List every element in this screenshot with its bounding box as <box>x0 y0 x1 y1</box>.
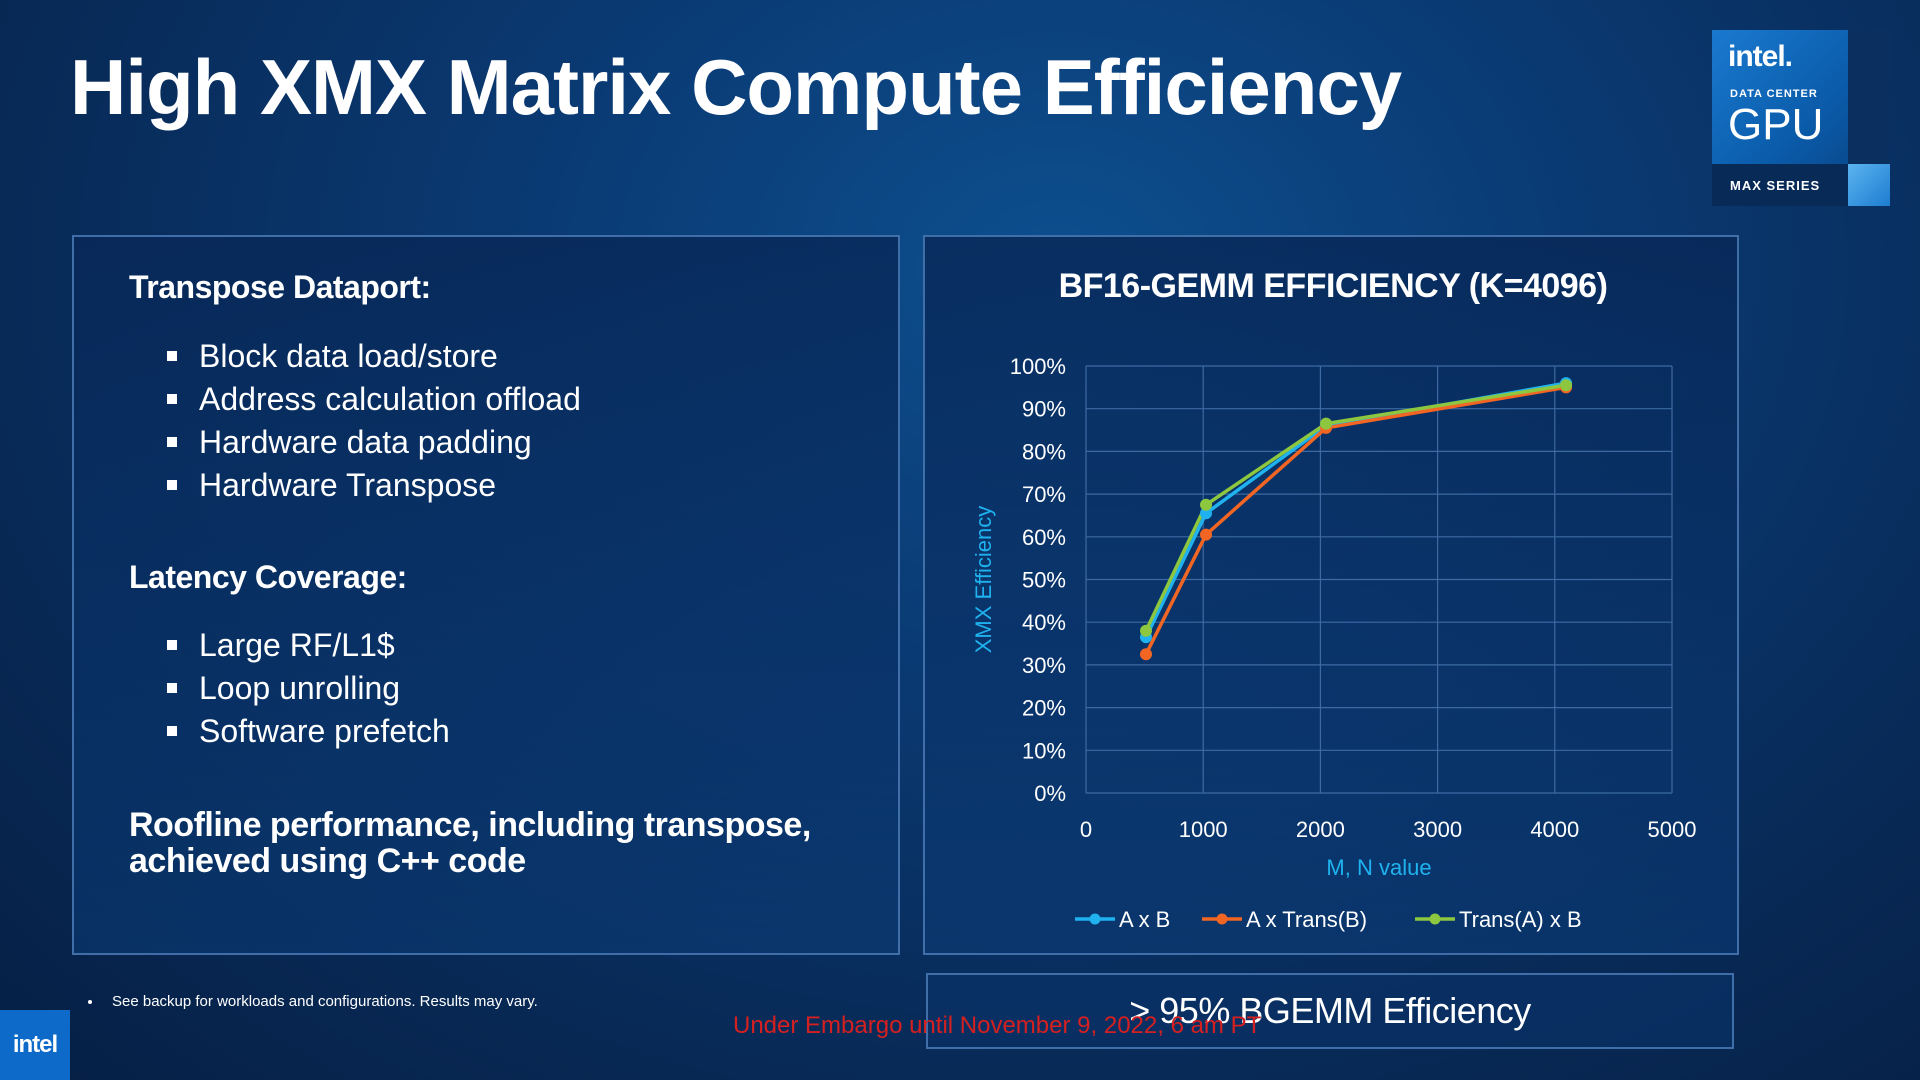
data-point <box>1560 379 1573 392</box>
list-item-text: Hardware Transpose <box>199 467 497 503</box>
data-point <box>1320 417 1333 430</box>
list-item-text: Loop unrolling <box>199 670 401 706</box>
legend-label: A x Trans(B) <box>1246 907 1367 932</box>
embargo-notice: Under Embargo until November 9, 2022, 6 … <box>733 1012 1262 1039</box>
latency-list: Large RF/L1$ Loop unrolling Software pre… <box>167 624 450 753</box>
efficiency-callout: > 95% BGEMM Efficiency <box>926 973 1734 1049</box>
logo-line3: MAX SERIES <box>1730 178 1821 193</box>
data-point <box>1200 498 1213 511</box>
data-point <box>1200 528 1213 541</box>
footnote: See backup for workloads and configurati… <box>88 993 538 1010</box>
y-tick-label: 100% <box>1010 354 1066 379</box>
logo-line2: GPU <box>1728 100 1824 149</box>
intel-gpu-logo: intel. DATA CENTER GPU MAX SERIES <box>1712 30 1890 206</box>
slide-title: High XMX Matrix Compute Efficiency <box>70 43 1402 131</box>
logo-strip <box>1848 30 1890 164</box>
roofline-statement: Roofline performance, including transpos… <box>129 807 869 879</box>
latency-heading: Latency Coverage: <box>129 559 407 595</box>
x-tick-label: 3000 <box>1413 817 1462 842</box>
list-item: Software prefetch <box>167 710 450 753</box>
data-point <box>1200 507 1213 520</box>
bullet-icon <box>167 683 177 693</box>
y-tick-label: 10% <box>1022 738 1066 763</box>
bullet-icon <box>167 351 177 361</box>
bullet-icon <box>167 640 177 650</box>
intel-corner-logo: intel <box>0 1010 70 1080</box>
y-tick-label: 0% <box>1034 781 1066 806</box>
series-line <box>1144 385 1567 656</box>
list-item-text: Software prefetch <box>199 713 450 749</box>
bullet-icon <box>167 480 177 490</box>
logo-corner <box>1848 164 1890 206</box>
list-item: Address calculation offload <box>167 378 581 421</box>
data-point <box>1140 624 1153 637</box>
x-tick-label: 1000 <box>1179 817 1228 842</box>
efficiency-chart: 0% 10% 20% 30% 40% 50% 60% 70% 80% 90% 100% 0 1000 20… <box>971 354 1697 932</box>
x-tick-label: 4000 <box>1530 817 1579 842</box>
logo-brand: intel. <box>1728 40 1793 73</box>
list-item-text: Hardware data padding <box>199 424 532 460</box>
y-axis-label: XMX Efficiency <box>971 506 996 654</box>
y-tick-label: 80% <box>1022 439 1066 464</box>
y-tick-label: 40% <box>1022 610 1066 635</box>
list-item: Block data load/store <box>167 335 581 378</box>
roofline-line2: achieved using C++ code <box>129 842 526 880</box>
transpose-heading: Transpose Dataport: <box>129 269 431 305</box>
footnote-bullet-icon <box>88 1000 92 1005</box>
y-tick-label: 90% <box>1022 397 1066 422</box>
list-item-text: Block data load/store <box>199 338 498 374</box>
bullet-icon <box>167 726 177 736</box>
transpose-list: Block data load/store Address calculatio… <box>167 335 581 507</box>
legend-swatch-marker <box>1216 913 1228 925</box>
list-item: Hardware data padding <box>167 421 581 464</box>
bullet-icon <box>167 394 177 404</box>
chart-title: BF16-GEMM EFFICIENCY (K=4096) <box>1058 267 1608 305</box>
roofline-line1: Roofline performance, including transpos… <box>129 806 811 844</box>
data-point <box>1140 648 1153 661</box>
y-tick-label: 20% <box>1022 696 1066 721</box>
series-line <box>1144 383 1567 632</box>
y-tick-label: 50% <box>1022 568 1066 593</box>
logo-line1: DATA CENTER <box>1730 88 1818 100</box>
x-tick-label: 2000 <box>1296 817 1345 842</box>
list-item: Large RF/L1$ <box>167 624 450 667</box>
legend-label: A x B <box>1119 907 1170 932</box>
x-tick-label: 0 <box>1080 817 1092 842</box>
list-item: Hardware Transpose <box>167 464 581 507</box>
x-axis-label: M, N value <box>1326 855 1431 880</box>
x-tick-label: 5000 <box>1648 817 1697 842</box>
features-panel: Transpose Dataport: Block data load/stor… <box>72 235 900 955</box>
bullet-icon <box>167 437 177 447</box>
logo-strip <box>1712 164 1848 206</box>
list-item-text: Large RF/L1$ <box>199 627 395 663</box>
chart-panel: BF16-GEMM EFFICIENCY (K=4096) 0% 10% 20% 30… <box>923 235 1739 955</box>
y-tick-label: 70% <box>1022 482 1066 507</box>
list-item: Loop unrolling <box>167 667 450 710</box>
legend-swatch-marker <box>1089 913 1101 925</box>
footnote-text: See backup for workloads and configurati… <box>112 993 538 1010</box>
list-item-text: Address calculation offload <box>199 381 581 417</box>
y-tick-label: 30% <box>1022 653 1066 678</box>
legend-label: Trans(A) x B <box>1459 907 1582 932</box>
y-tick-label: 60% <box>1022 525 1066 550</box>
legend-swatch-marker <box>1429 913 1441 925</box>
